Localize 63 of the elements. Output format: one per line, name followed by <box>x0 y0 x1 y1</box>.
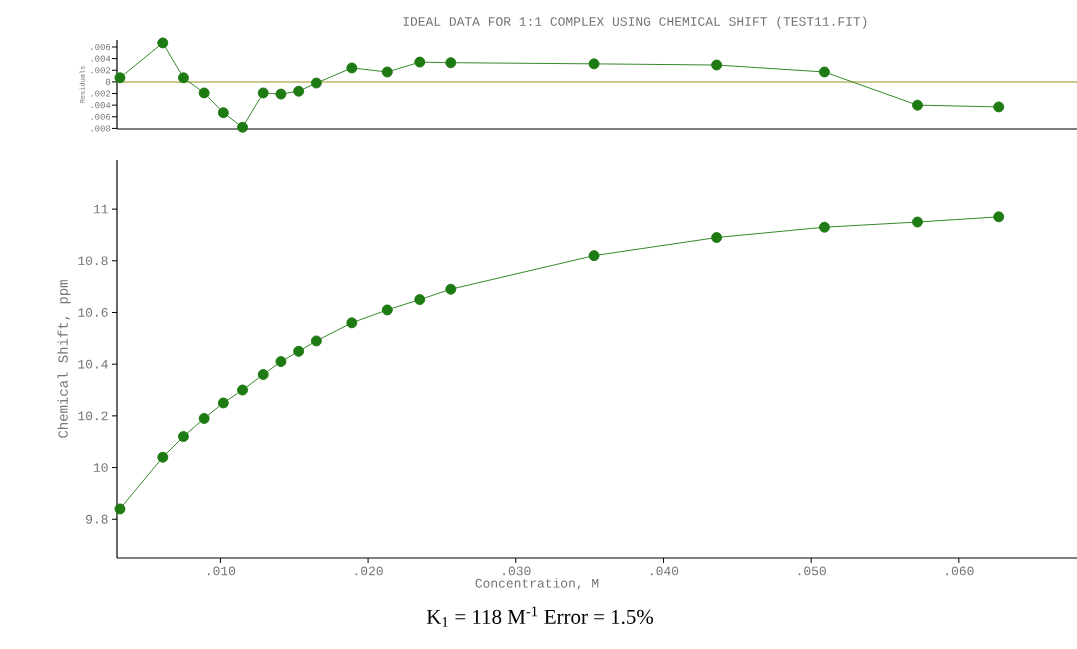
point <box>275 88 287 100</box>
point <box>114 72 126 84</box>
y-tick-label: 11 <box>93 204 108 214</box>
chart-title: IDEAL DATA FOR 1:1 COMPLEX USING CHEMICAL SHIFT (TEST11.FIT) <box>403 16 867 29</box>
y-tick-label: .002 <box>91 90 111 97</box>
x-axis-title: Concentration, M <box>475 578 599 590</box>
x-tick-label: .040 <box>651 566 679 576</box>
point <box>114 503 126 515</box>
y-tick-label: .002 <box>91 67 111 74</box>
point <box>819 221 830 233</box>
point <box>381 304 393 316</box>
text: K$_{1}$ = 118 M$^{-1}$ Error = 1.5% <box>426 606 654 627</box>
point <box>257 87 269 99</box>
point <box>217 397 229 409</box>
x-tick-label: .030 <box>503 566 531 576</box>
y-tick-label: 9.8 <box>86 514 108 524</box>
point <box>819 66 830 78</box>
point <box>293 345 305 357</box>
y-tick-label: .004 <box>91 102 111 109</box>
y-tick-label: .004 <box>91 55 111 62</box>
point <box>912 216 923 228</box>
point <box>711 59 723 71</box>
point <box>237 384 248 396</box>
x-tick-label: .020 <box>355 566 383 576</box>
point <box>414 56 426 68</box>
y-tick-label: 10.2 <box>78 411 108 421</box>
point <box>993 101 1005 113</box>
x-tick-label: .010 <box>207 566 236 576</box>
y-tick-label: 10.6 <box>78 308 108 317</box>
point <box>588 58 600 70</box>
x-tick-label: .060 <box>946 566 974 576</box>
point <box>588 250 600 262</box>
point <box>275 356 287 368</box>
point <box>198 87 210 99</box>
x-tick-label: .050 <box>798 566 826 576</box>
point <box>157 37 169 49</box>
point <box>346 62 358 74</box>
point <box>711 232 723 243</box>
y-axis-title: Chemical Shift, ppm <box>57 280 71 438</box>
point <box>237 121 248 133</box>
point <box>310 77 322 89</box>
point <box>445 283 457 295</box>
point <box>293 85 305 97</box>
point <box>445 57 457 69</box>
point <box>157 451 169 463</box>
point <box>257 369 269 380</box>
y-tick-label: 10 <box>93 463 108 472</box>
point <box>178 431 189 442</box>
point <box>310 335 322 347</box>
y-tick-label: 10.8 <box>78 256 108 266</box>
point <box>993 211 1005 223</box>
point <box>414 294 426 306</box>
point <box>381 66 393 78</box>
point <box>198 413 210 424</box>
point <box>178 72 189 84</box>
y-tick-label: 10.4 <box>78 359 108 369</box>
point <box>346 317 358 329</box>
y-tick-label: .008 <box>91 125 111 132</box>
y-tick-label: .006 <box>91 113 111 120</box>
point <box>217 107 229 119</box>
y-tick-label: 0 <box>105 78 111 85</box>
point <box>912 99 923 111</box>
y-tick-label: .006 <box>91 43 111 51</box>
